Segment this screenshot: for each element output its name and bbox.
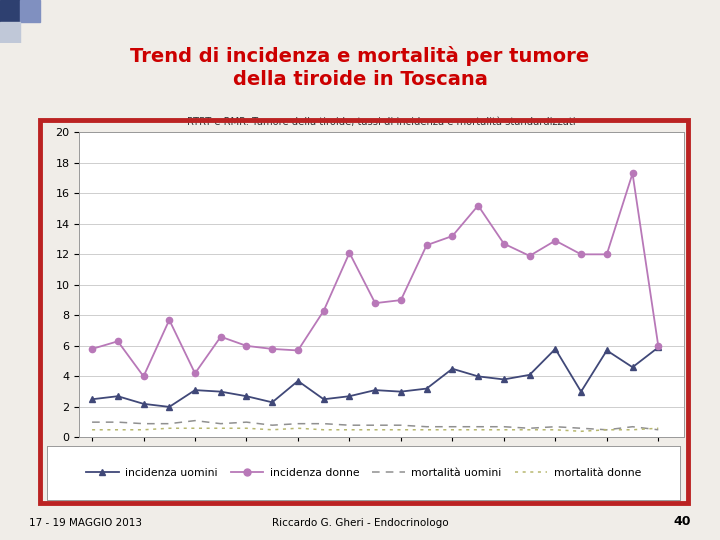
Text: Trend di incidenza e mortalità per tumore
della tiroide in Toscana: Trend di incidenza e mortalità per tumor… [130,46,590,90]
Bar [0,0,20,22]
Bar [20,0,40,22]
Text: 40: 40 [674,515,691,528]
Text: 17 - 19 MAGGIO 2013: 17 - 19 MAGGIO 2013 [29,518,142,528]
Title: RTRT e RMR: Tumore della tiroide, tassi di incidenza e mortalità standardizzati: RTRT e RMR: Tumore della tiroide, tassi … [187,117,576,127]
Bar [0,22,20,43]
Legend: incidenza uomini, incidenza donne, mortalità uomini, mortalità donne: incidenza uomini, incidenza donne, morta… [82,463,645,482]
Text: Riccardo G. Gheri - Endocrinologo: Riccardo G. Gheri - Endocrinologo [271,518,449,528]
